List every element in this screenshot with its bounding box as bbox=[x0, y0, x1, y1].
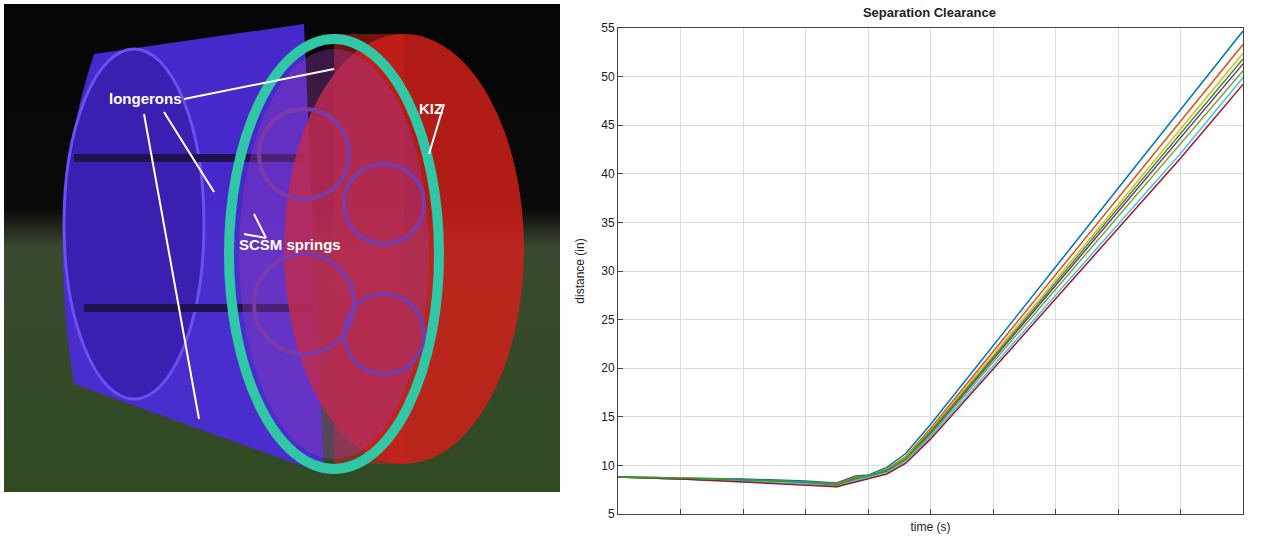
svg-text:25: 25 bbox=[601, 313, 615, 327]
svg-text:20: 20 bbox=[601, 361, 615, 375]
svg-text:Separation Clearance: Separation Clearance bbox=[863, 5, 996, 20]
svg-text:55: 55 bbox=[601, 21, 615, 35]
svg-text:time (s): time (s) bbox=[911, 520, 951, 534]
svg-text:10: 10 bbox=[601, 459, 615, 473]
svg-text:longerons: longerons bbox=[109, 90, 182, 107]
svg-text:5: 5 bbox=[608, 507, 615, 521]
svg-text:KIZ: KIZ bbox=[419, 100, 443, 117]
svg-text:15: 15 bbox=[601, 410, 615, 424]
svg-text:30: 30 bbox=[601, 264, 615, 278]
svg-text:distance (in): distance (in) bbox=[573, 238, 587, 303]
svg-text:45: 45 bbox=[601, 118, 615, 132]
svg-text:SCSM springs: SCSM springs bbox=[239, 236, 341, 253]
svg-text:50: 50 bbox=[601, 70, 615, 84]
svg-text:35: 35 bbox=[601, 216, 615, 230]
svg-text:40: 40 bbox=[601, 167, 615, 181]
